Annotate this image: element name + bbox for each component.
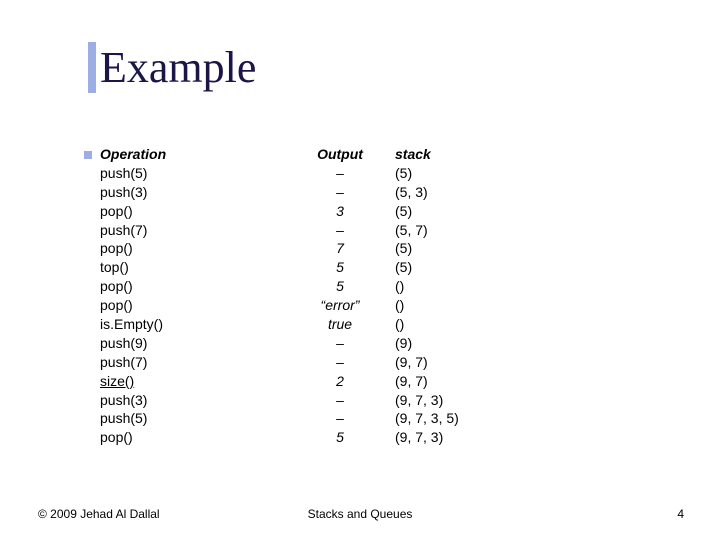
chapter-title: Stacks and Queues — [308, 507, 413, 521]
cell-output: 5 — [285, 277, 395, 296]
table-row: size()2(9, 7) — [100, 372, 565, 391]
copyright-text: © 2009 Jehad Al Dallal — [38, 507, 160, 521]
cell-output: – — [285, 409, 395, 428]
table-row: pop()7(5) — [100, 239, 565, 258]
cell-operation: push(5) — [100, 409, 285, 428]
cell-stack: (5) — [395, 258, 565, 277]
table-row: push(3)–(9, 7, 3) — [100, 391, 565, 410]
cell-stack: (9, 7, 3) — [395, 391, 565, 410]
cell-stack: (9, 7) — [395, 372, 565, 391]
table-row: pop()5() — [100, 277, 565, 296]
cell-stack: (9, 7, 3) — [395, 428, 565, 447]
slide: Example Operation Output stack push(5)–(… — [0, 0, 720, 540]
cell-output: 5 — [285, 258, 395, 277]
cell-operation: push(3) — [100, 391, 285, 410]
cell-output: – — [285, 183, 395, 202]
cell-stack: (5) — [395, 202, 565, 221]
table-row: push(3)–(5, 3) — [100, 183, 565, 202]
table-header-row: Operation Output stack — [100, 145, 565, 164]
cell-output: – — [285, 391, 395, 410]
table-row: top()5(5) — [100, 258, 565, 277]
cell-stack: (5, 7) — [395, 221, 565, 240]
table-row: pop()“error”() — [100, 296, 565, 315]
title-block: Example — [88, 42, 256, 93]
cell-operation: pop() — [100, 296, 285, 315]
cell-operation: push(9) — [100, 334, 285, 353]
cell-output: true — [285, 315, 395, 334]
cell-output: 3 — [285, 202, 395, 221]
cell-operation: pop() — [100, 277, 285, 296]
cell-operation: top() — [100, 258, 285, 277]
cell-output: 5 — [285, 428, 395, 447]
title-accent-bar — [88, 42, 96, 93]
col-header-output: Output — [285, 145, 395, 164]
cell-stack: (9, 7, 3, 5) — [395, 409, 565, 428]
cell-stack: () — [395, 277, 565, 296]
slide-title: Example — [100, 42, 256, 93]
cell-output: – — [285, 221, 395, 240]
table-row: pop()5(9, 7, 3) — [100, 428, 565, 447]
cell-stack: (5, 3) — [395, 183, 565, 202]
table-row: is.Empty()true() — [100, 315, 565, 334]
cell-output: “error” — [285, 296, 395, 315]
cell-operation: push(5) — [100, 164, 285, 183]
table-row: push(7)–(9, 7) — [100, 353, 565, 372]
cell-stack: (5) — [395, 239, 565, 258]
cell-output: – — [285, 353, 395, 372]
table-row: push(5)–(9, 7, 3, 5) — [100, 409, 565, 428]
col-header-operation: Operation — [100, 145, 285, 164]
cell-operation: push(3) — [100, 183, 285, 202]
operations-table: Operation Output stack push(5)–(5)push(3… — [100, 145, 565, 447]
table-row: push(7)–(5, 7) — [100, 221, 565, 240]
cell-operation: pop() — [100, 239, 285, 258]
cell-output: 7 — [285, 239, 395, 258]
cell-stack: (9, 7) — [395, 353, 565, 372]
table-row: push(9)–(9) — [100, 334, 565, 353]
cell-output: – — [285, 164, 395, 183]
cell-operation: size() — [100, 372, 285, 391]
cell-operation: pop() — [100, 202, 285, 221]
cell-operation: push(7) — [100, 353, 285, 372]
cell-stack: (9) — [395, 334, 565, 353]
cell-stack: () — [395, 296, 565, 315]
page-number: 4 — [677, 507, 684, 521]
table-body: push(5)–(5)push(3)–(5, 3)pop()3(5)push(7… — [100, 164, 565, 447]
cell-stack: () — [395, 315, 565, 334]
col-header-stack: stack — [395, 145, 565, 164]
cell-output: – — [285, 334, 395, 353]
cell-stack: (5) — [395, 164, 565, 183]
bullet-icon — [84, 151, 92, 159]
table-row: pop()3(5) — [100, 202, 565, 221]
cell-operation: is.Empty() — [100, 315, 285, 334]
cell-output: 2 — [285, 372, 395, 391]
cell-operation: push(7) — [100, 221, 285, 240]
cell-operation: pop() — [100, 428, 285, 447]
table-row: push(5)–(5) — [100, 164, 565, 183]
